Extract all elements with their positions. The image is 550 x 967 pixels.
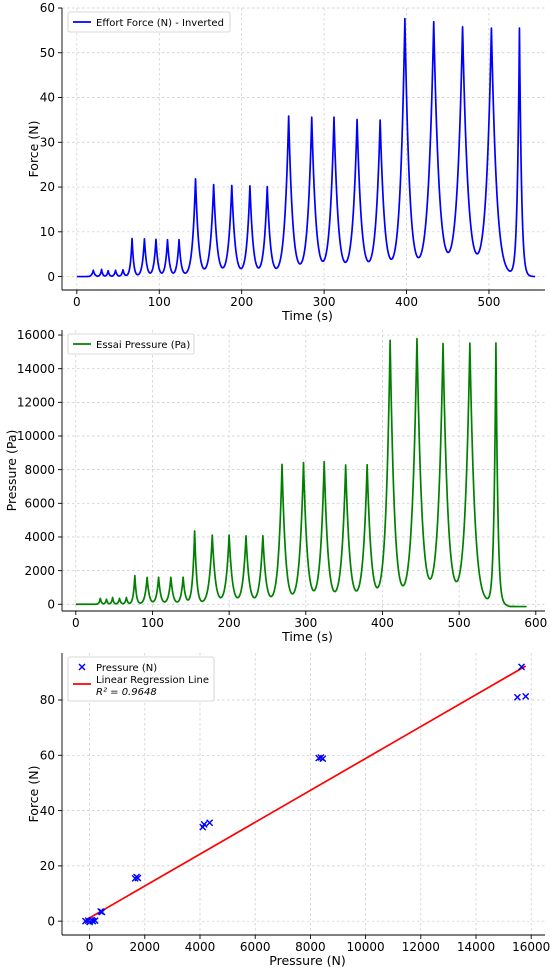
- y-tick-label: 10000: [17, 429, 55, 443]
- force-pressure-regression-chart: 0 2000 4000 6000 8000 10000 12000 14000 16000 0 20…: [26, 653, 550, 967]
- y-tick-label: 30: [40, 135, 55, 149]
- series-line: [76, 17, 536, 278]
- y-tick-label: 50: [40, 46, 55, 60]
- y-tick-label: 20: [40, 859, 55, 873]
- y-tick-label: 4000: [24, 530, 55, 544]
- y-tick-label: 16000: [17, 328, 55, 342]
- scatter-point-stroke: [91, 917, 99, 925]
- y-tick-label: 6000: [24, 497, 55, 511]
- scatter-point: [98, 908, 106, 916]
- scatter-point: [91, 917, 99, 925]
- y-tick-label: 40: [40, 804, 55, 818]
- y-tick-label: 8000: [24, 463, 55, 477]
- series-line: [75, 337, 528, 608]
- y-tick-label: 40: [40, 91, 55, 105]
- x-tick-label: 600: [524, 616, 547, 630]
- x-tick-label: 100: [148, 295, 171, 309]
- x-tick-label: 14000: [457, 940, 495, 954]
- legend-box: [67, 656, 215, 702]
- scatter-point: [200, 820, 208, 828]
- legend-label-r2: R² = 0.9648: [96, 687, 157, 698]
- scatter-point-stroke: [319, 755, 327, 763]
- x-axis-label: Time (s): [281, 629, 333, 644]
- legend-box: [67, 11, 231, 33]
- x-tick-label: 0: [73, 295, 81, 309]
- scatter-point-stroke: [89, 917, 97, 925]
- scatter-point-stroke: [518, 663, 526, 671]
- scatter-point: [206, 819, 214, 827]
- y-tick-label: 0: [47, 270, 55, 284]
- scatter-point: [513, 693, 521, 701]
- x-tick-label: 4000: [185, 940, 216, 954]
- y-axis-label: Pressure (Pa): [4, 430, 19, 512]
- scatter-point-stroke: [98, 908, 106, 916]
- x-tick-label: 0: [72, 616, 80, 630]
- x-tick-label: 16000: [512, 940, 550, 954]
- pressure-time-chart: 0 100 200 300 400 500 600020004000600080001000…: [4, 328, 547, 644]
- y-tick-label: 0: [47, 914, 55, 928]
- y-tick-label: 20: [40, 180, 55, 194]
- scatter-point: [522, 692, 530, 700]
- scatter-point-stroke: [513, 693, 521, 701]
- scatter-point: [319, 755, 327, 763]
- legend-label: Essai Pressure (Pa): [96, 340, 190, 351]
- x-axis-label: Pressure (N): [269, 953, 345, 967]
- y-axis-label: Force (N): [26, 121, 41, 178]
- x-tick-label: 500: [477, 295, 500, 309]
- x-tick-label: 0: [86, 940, 94, 954]
- legend-box: [67, 333, 195, 355]
- y-tick-label: 60: [40, 748, 55, 762]
- scatter-point: [518, 663, 526, 671]
- x-tick-label: 500: [448, 616, 471, 630]
- x-tick-label: 100: [141, 616, 164, 630]
- x-tick-label: 12000: [402, 940, 440, 954]
- x-axis-label: Time (s): [281, 308, 333, 323]
- x-tick-label: 400: [371, 616, 394, 630]
- legend-label: Linear Regression Line: [96, 675, 209, 686]
- legend-label: Effort Force (N) - Inverted: [96, 18, 224, 29]
- scatter-point-stroke: [200, 820, 208, 828]
- y-tick-label: 2000: [24, 564, 55, 578]
- scatter-point: [134, 874, 142, 882]
- x-tick-label: 200: [218, 616, 241, 630]
- scatter-point: [89, 917, 97, 925]
- y-axis-label: Force (N): [26, 766, 41, 823]
- force-time-chart: 0 100 200 300 400 500 0 10 20 30 40 50 60 Time (s) For…: [26, 1, 545, 323]
- x-tick-label: 6000: [240, 940, 271, 954]
- scatter-point-stroke: [206, 819, 214, 827]
- y-tick-label: 10: [40, 225, 55, 239]
- x-tick-label: 2000: [130, 940, 161, 954]
- x-tick-label: 10000: [347, 940, 385, 954]
- x-tick-label: 8000: [295, 940, 326, 954]
- legend-label: Pressure (N): [96, 663, 157, 674]
- y-tick-label: 14000: [17, 362, 55, 376]
- y-tick-label: 60: [40, 1, 55, 15]
- y-tick-label: 12000: [17, 396, 55, 410]
- scatter-point-stroke: [134, 874, 142, 882]
- x-tick-label: 300: [313, 295, 336, 309]
- scatter-point-stroke: [522, 692, 530, 700]
- x-tick-label: 400: [395, 295, 418, 309]
- y-tick-label: 80: [40, 693, 55, 707]
- x-tick-label: 200: [230, 295, 253, 309]
- x-tick-label: 300: [294, 616, 317, 630]
- regression-line: [85, 665, 527, 921]
- y-tick-label: 0: [47, 597, 55, 611]
- legend-marker: [78, 663, 86, 671]
